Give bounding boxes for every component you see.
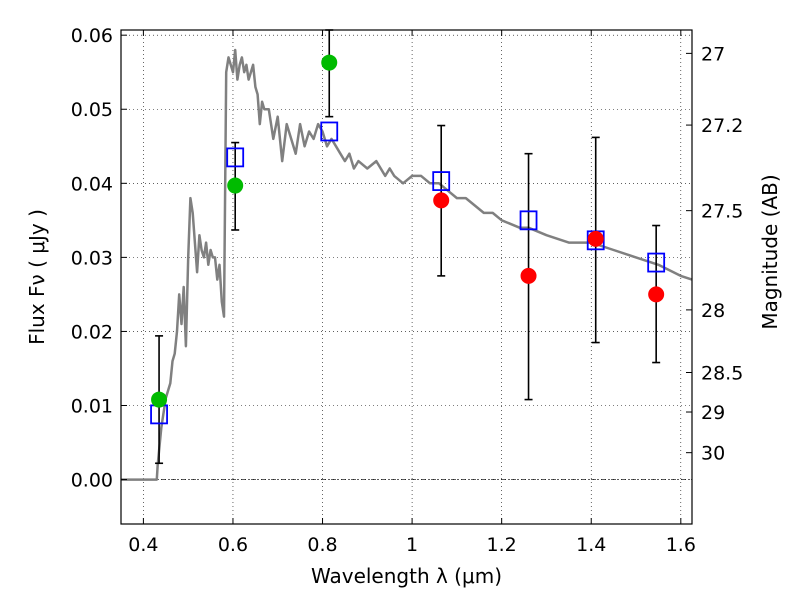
right-tick-label-4: 28.5 bbox=[701, 363, 743, 385]
right-tick-label-3: 28 bbox=[701, 300, 725, 322]
x-tick-label-5: 1.4 bbox=[576, 534, 606, 556]
right-tick-label-1: 27.2 bbox=[701, 115, 743, 137]
circle-marker-2-3 bbox=[648, 286, 665, 303]
y-axis-ticks: 0.00 0.01 0.02 0.03 0.04 0.05 0.06 bbox=[71, 25, 127, 492]
x-tick-label-1: 0.6 bbox=[218, 534, 248, 556]
data-markers bbox=[150, 54, 666, 425]
circle-marker-1-1 bbox=[227, 177, 244, 194]
right-tick-label-0: 27 bbox=[701, 43, 725, 65]
square-marker-0-3 bbox=[432, 171, 451, 191]
y-tick-label-1: 0.01 bbox=[71, 395, 113, 417]
y-tick-label-5: 0.05 bbox=[71, 99, 113, 121]
circle-marker-1-2 bbox=[321, 54, 338, 71]
plot-frame bbox=[120, 29, 693, 525]
circle-marker-2-1 bbox=[520, 267, 537, 284]
circle-marker-2-2 bbox=[587, 230, 604, 247]
error-bar-2 bbox=[325, 29, 334, 118]
x-axis-label: Wavelength λ (μm) bbox=[311, 564, 502, 588]
circle-marker-2-0 bbox=[433, 192, 450, 209]
y-axis-label: Flux Fν ( μJy ) bbox=[25, 209, 49, 345]
x-tick-label-6: 1.6 bbox=[666, 534, 696, 556]
x-tick-label-4: 1.2 bbox=[487, 534, 517, 556]
x-tick-label-0: 0.4 bbox=[128, 534, 158, 556]
model-spectrum-line bbox=[121, 48, 693, 481]
square-marker-0-1 bbox=[226, 147, 245, 168]
right-tick-label-6: 30 bbox=[701, 443, 725, 465]
error-bars bbox=[155, 29, 661, 465]
x-axis-ticks: 0.4 0.6 0.8 1 1.2 1.4 1.6 bbox=[128, 30, 696, 556]
right-tick-label-5: 29 bbox=[701, 402, 725, 424]
square-marker-0-2 bbox=[320, 121, 339, 142]
y-tick-label-3: 0.03 bbox=[71, 247, 113, 269]
circle-marker-1-0 bbox=[151, 391, 168, 408]
square-marker-0-4 bbox=[519, 210, 538, 231]
y-tick-label-4: 0.04 bbox=[71, 173, 113, 195]
right-axis-label: Magnitude (AB) bbox=[758, 174, 782, 329]
grid bbox=[121, 30, 692, 524]
square-marker-0-6 bbox=[647, 252, 666, 273]
y-tick-label-2: 0.02 bbox=[71, 321, 113, 343]
x-tick-label-2: 0.8 bbox=[307, 534, 337, 556]
spectrum-line-0 bbox=[121, 48, 693, 481]
right-axis-ticks: 27 27.2 27.5 28 28.5 29 30 bbox=[686, 43, 743, 465]
y-tick-label-0: 0.00 bbox=[71, 470, 113, 492]
y-tick-label-6: 0.06 bbox=[71, 25, 113, 47]
right-tick-label-2: 27.5 bbox=[701, 201, 743, 223]
x-tick-label-3: 1 bbox=[406, 534, 418, 556]
